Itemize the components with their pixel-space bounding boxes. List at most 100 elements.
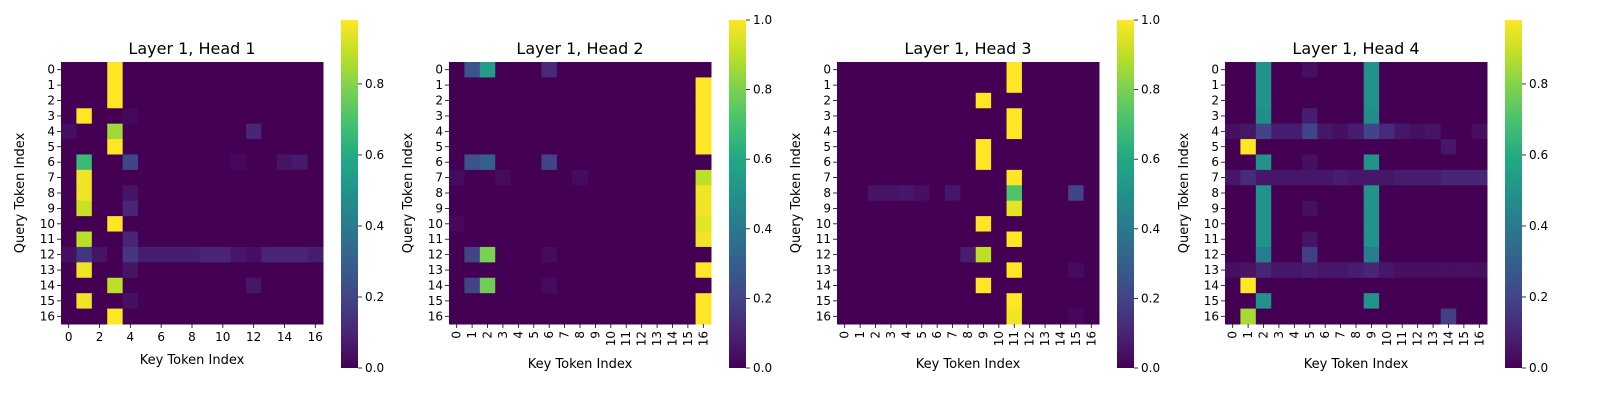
heatmap-cell	[556, 277, 573, 294]
heatmap-cell	[1068, 200, 1085, 217]
heatmap-cell	[495, 77, 512, 94]
heatmap-cell	[292, 277, 309, 294]
heatmap-cell	[107, 92, 124, 109]
x-tick-label: 15	[1069, 331, 1083, 346]
heatmap-cell	[1440, 277, 1457, 294]
heatmap-cell	[510, 77, 527, 94]
heatmap-cell	[898, 231, 915, 248]
heatmap-cell	[572, 185, 589, 202]
heatmap-cell	[292, 154, 309, 171]
heatmap-cell	[852, 139, 869, 155]
heatmap-cell	[122, 169, 139, 186]
heatmap-cell	[1409, 92, 1426, 109]
heatmap-cell	[230, 62, 247, 78]
heatmap-cell	[526, 308, 542, 325]
heatmap-cell	[1271, 154, 1288, 171]
heatmap-cell	[1456, 308, 1473, 325]
heatmap-cell	[1440, 62, 1457, 78]
y-tick-label: 16	[428, 309, 443, 323]
heatmap-cell	[245, 92, 262, 109]
heatmap-cell	[1394, 123, 1411, 140]
heatmap-cell	[230, 246, 247, 263]
heatmap-cell	[680, 62, 697, 78]
heatmap-cell	[61, 308, 77, 325]
heatmap-cell	[1083, 154, 1100, 171]
heatmap-cell	[1379, 277, 1396, 294]
heatmap-cell	[975, 62, 992, 78]
heatmap-cell	[1068, 185, 1085, 202]
heatmap-cell	[1037, 62, 1054, 78]
heatmap-cell	[1225, 154, 1241, 171]
heatmap-cell	[495, 123, 512, 140]
heatmap-cell	[1286, 154, 1303, 171]
heatmap-cell	[944, 123, 961, 140]
x-axis-ticks: 0 1 2 3 4 5 6 7 8 9 10 11 12 13 14 15 16	[1226, 324, 1486, 346]
heatmap-cell	[1006, 169, 1023, 186]
heatmap-cell	[1271, 231, 1288, 248]
heatmap-cell	[1006, 123, 1023, 140]
heatmap-cell	[464, 123, 481, 140]
heatmap-cell	[1456, 293, 1473, 310]
heatmap-cell	[1332, 154, 1349, 171]
x-tick-label: 9	[588, 331, 602, 339]
heatmap-cell	[883, 92, 900, 109]
heatmap-cell	[883, 262, 900, 279]
heatmap-cell	[1021, 246, 1038, 263]
heatmap-cell	[464, 262, 481, 279]
x-tick-label: 15	[681, 331, 695, 346]
heatmap-cell	[837, 293, 853, 310]
heatmap-cell	[944, 169, 961, 186]
heatmap-cell	[1332, 62, 1349, 78]
heatmap-cell	[837, 108, 853, 125]
heatmap-cell	[1440, 293, 1457, 310]
heatmap-cell	[1348, 277, 1365, 294]
y-tick-label: 1	[435, 78, 443, 92]
x-tick-label: 3	[884, 331, 898, 339]
heatmap-cell	[837, 92, 853, 109]
heatmap-cell	[556, 308, 573, 325]
heatmap-cell	[526, 200, 542, 217]
heatmap-cell	[1068, 123, 1085, 140]
heatmap-cell	[664, 277, 681, 294]
y-tick-label: 9	[435, 201, 443, 215]
heatmap-cell	[556, 200, 573, 217]
heatmap-cell	[1425, 216, 1442, 233]
heatmap-cell	[1271, 185, 1288, 202]
heatmap-cell	[122, 123, 139, 140]
heatmap-cell	[107, 77, 124, 94]
heatmap-cell	[526, 185, 542, 202]
heatmap-cell	[960, 123, 977, 140]
y-tick-label: 4	[435, 124, 443, 138]
heatmap-cell	[1068, 62, 1085, 78]
heatmap-cell	[1083, 139, 1100, 155]
heatmap-cell	[122, 246, 139, 263]
heatmap-cell	[138, 108, 154, 125]
heatmap-cell	[1021, 123, 1038, 140]
heatmap-cell	[1379, 169, 1396, 186]
heatmap-cell	[680, 293, 697, 310]
heatmap-cell	[556, 123, 573, 140]
heatmap-cell	[449, 62, 465, 78]
heatmap-cell	[168, 277, 185, 294]
heatmap-cell	[603, 62, 620, 78]
heatmap-cell	[572, 216, 589, 233]
heatmap-cell	[1021, 200, 1038, 217]
heatmap-cell	[572, 108, 589, 125]
heatmap-cell	[867, 231, 884, 248]
heatmap-cell	[510, 246, 527, 263]
heatmap-cell	[1255, 231, 1272, 248]
heatmap-cell	[1440, 92, 1457, 109]
heatmap-cell	[1317, 293, 1334, 310]
heatmap-cell	[929, 277, 946, 294]
heatmap-cell	[1286, 216, 1303, 233]
heatmap-cell	[526, 123, 542, 140]
heatmap-cell	[556, 108, 573, 125]
heatmap-cell	[1379, 246, 1396, 263]
heatmap-cell	[449, 277, 465, 294]
heatmap-cell	[1271, 262, 1288, 279]
y-tick-label: 12	[816, 248, 831, 262]
x-tick-label: 10	[215, 330, 230, 344]
heatmap-cell	[307, 154, 324, 171]
heatmap-cell	[479, 293, 496, 310]
